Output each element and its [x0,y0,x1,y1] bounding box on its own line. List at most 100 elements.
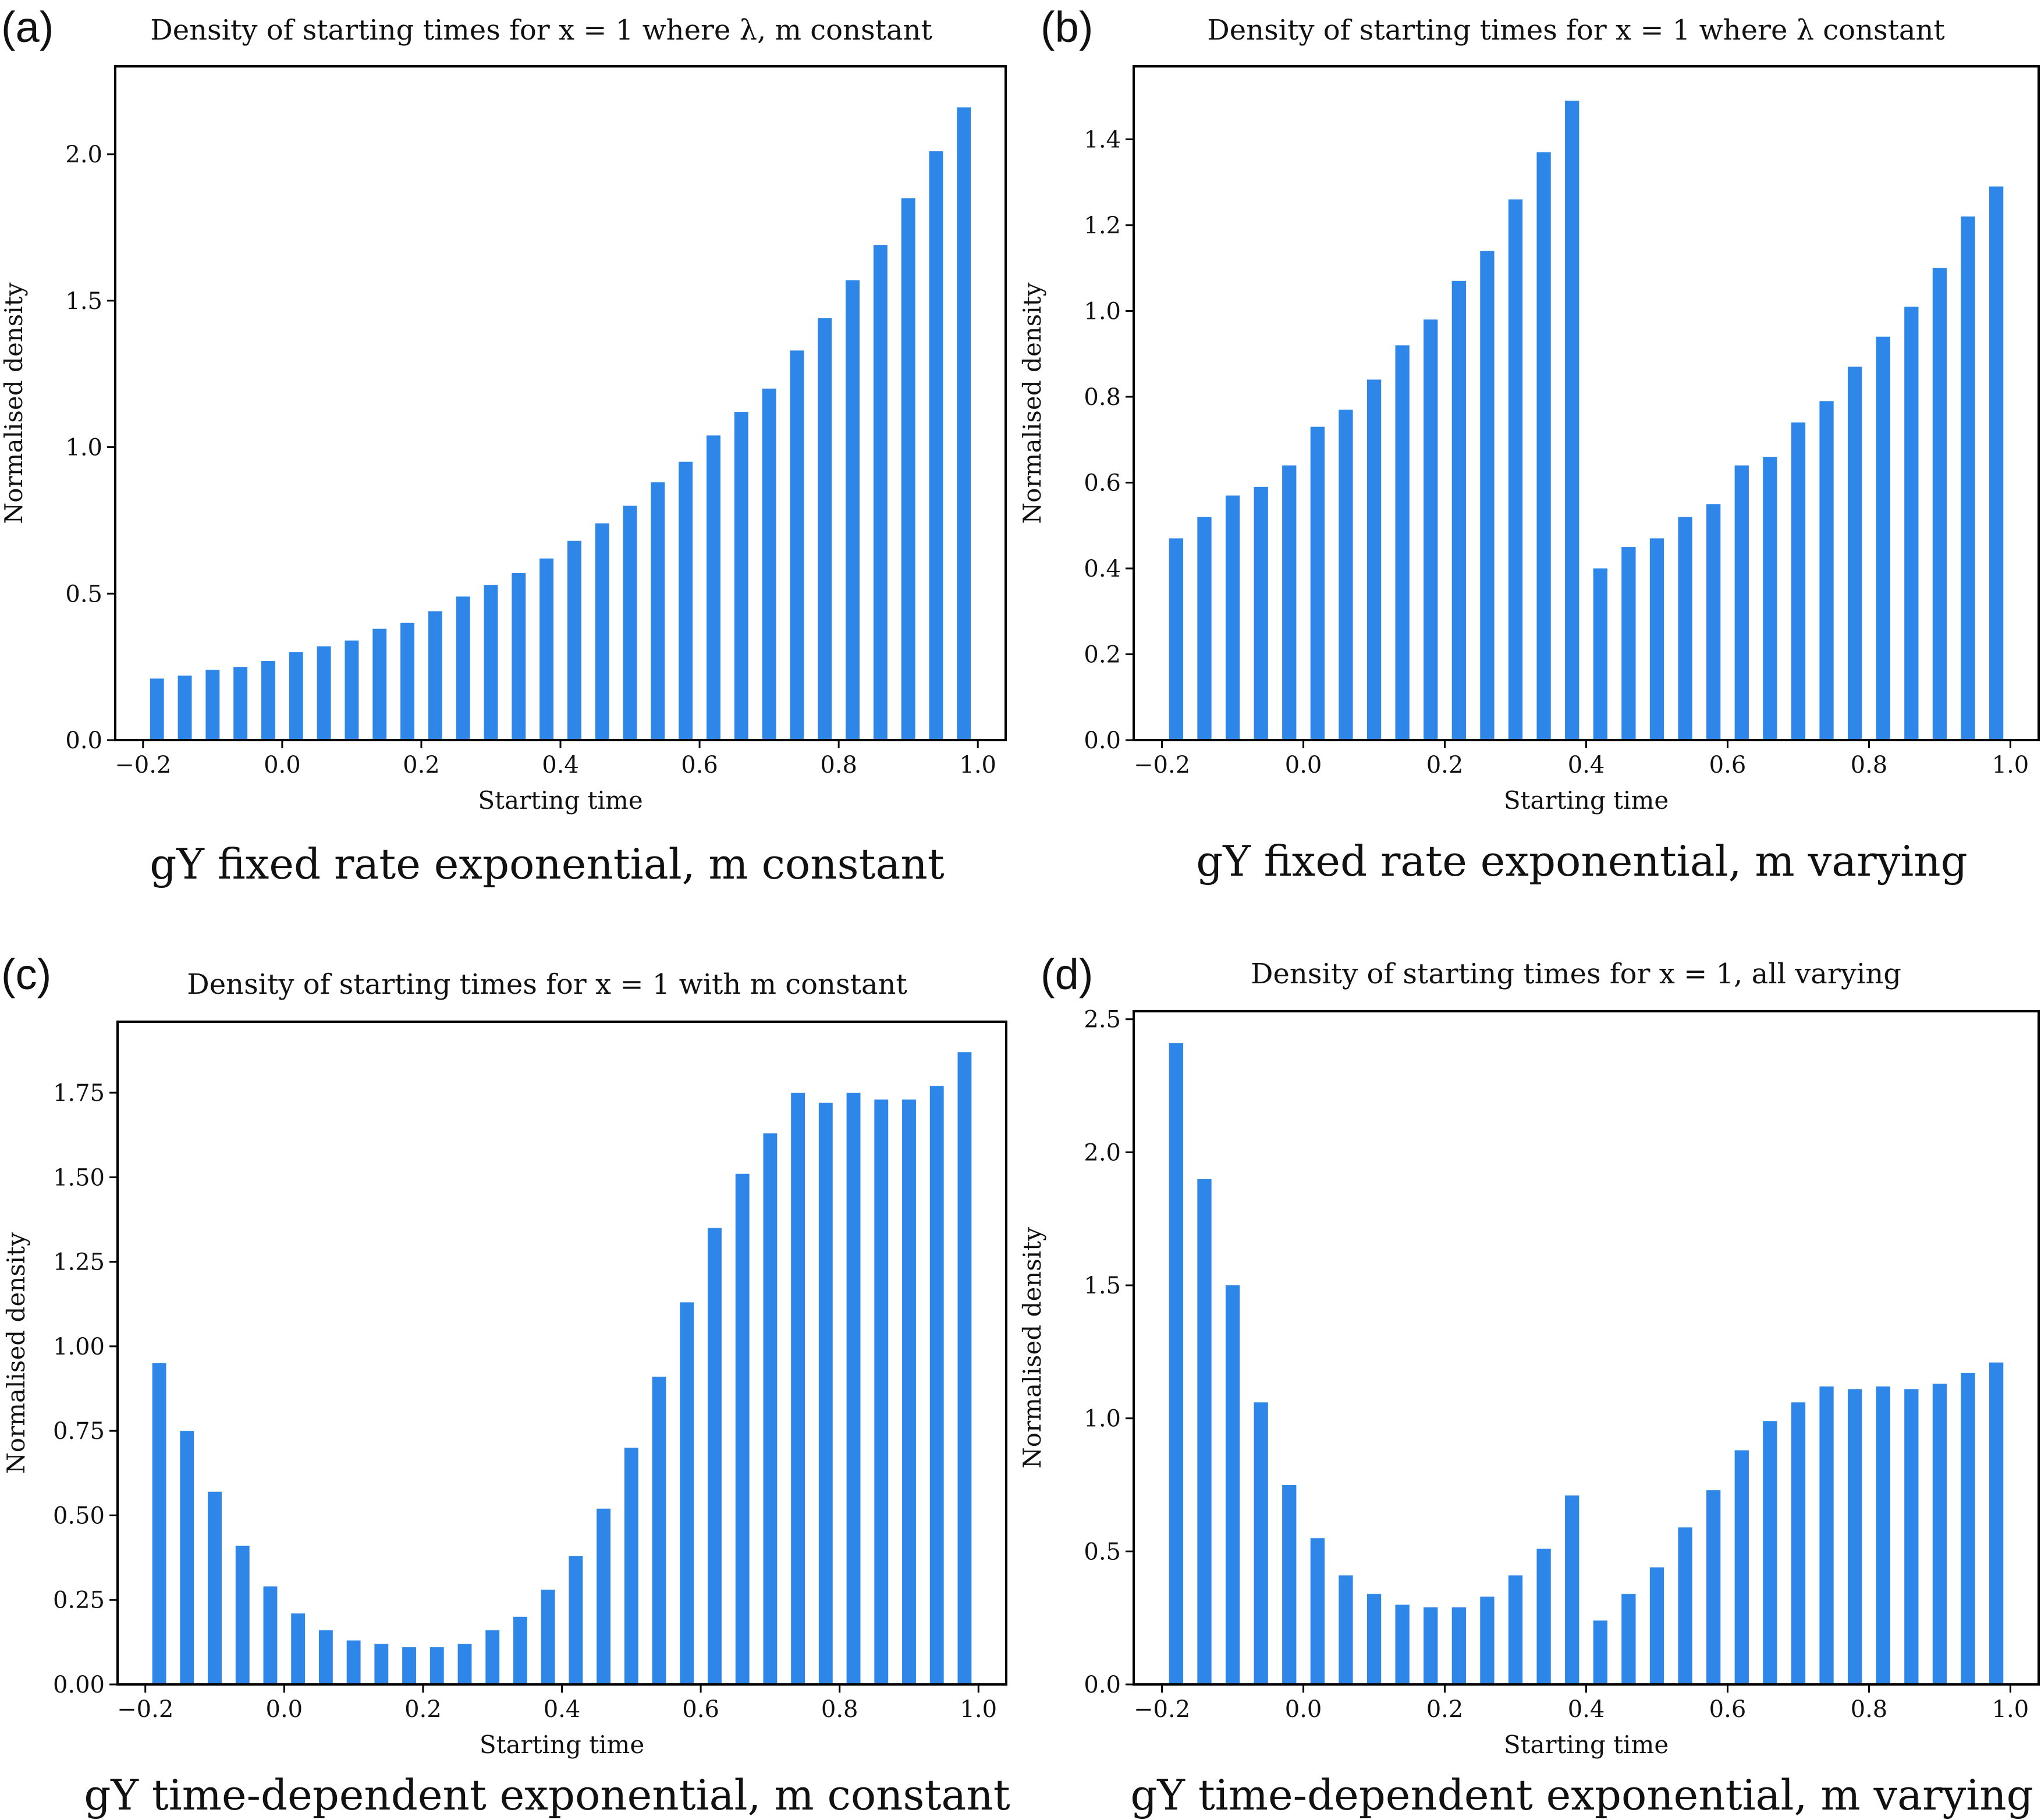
y-tick-label: 1.25 [53,1249,105,1276]
x-tick-label: −0.2 [115,752,171,779]
bar [1565,101,1579,741]
bar [1791,422,1806,740]
bar [1536,1548,1551,1684]
x-tick-label: 0.0 [266,1696,303,1723]
y-tick-label: 1.0 [65,435,102,461]
x-tick-label: 0.0 [1285,1696,1322,1723]
bar [1932,268,1947,740]
bar [680,1302,694,1684]
x-tick-label: 0.0 [1285,752,1322,779]
chart-title: Density of starting times for x = 1, all… [1251,958,1901,990]
bar [652,1377,666,1684]
bar [1508,199,1523,741]
y-tick-label: 2.0 [65,141,102,168]
y-tick-label: 0.00 [53,1672,105,1698]
bar [261,661,275,740]
bar [1339,410,1353,740]
bar [818,318,832,740]
x-tick-label: 0.2 [403,752,440,779]
bar [734,412,748,740]
bar [1678,1527,1692,1684]
plot-frame [1133,1010,2040,1686]
panel-a: (a) Density of starting times for x = 1 … [0,3,1007,888]
bar [318,1630,333,1684]
y-tick-label: 1.75 [53,1080,105,1107]
bar [345,640,359,740]
bar [707,435,720,740]
bar [790,350,804,740]
bar [1621,1594,1636,1684]
bar [569,1556,583,1684]
bar [735,1174,750,1684]
chart-title: Density of starting times for x = 1 wher… [1207,14,1944,47]
bar [1169,538,1184,740]
bar [1847,1389,1862,1684]
x-axis-label: Starting time [478,786,643,815]
panel-b: (b) Density of starting times for x = 1 … [1018,3,2040,886]
y-tick-label: 0.25 [53,1587,105,1614]
y-tick-label: 2.5 [1084,1007,1121,1033]
x-axis-label: Starting time [480,1730,644,1759]
bar [624,1448,638,1684]
y-axis-label: Normalised density [1018,1227,1046,1469]
x-axis-label: Starting time [1504,786,1669,815]
panel-label: (a) [1,3,54,51]
bar [595,523,609,740]
bar [1961,216,1975,741]
panel-caption: gY fixed rate exponential, m varying [1196,837,1968,886]
bar [400,623,414,740]
bar [597,1508,611,1684]
bar [1169,1043,1184,1684]
bar [152,1363,166,1684]
bar [233,667,248,740]
bar [372,628,387,740]
x-tick-label: 0.4 [542,752,579,779]
bar [818,1103,833,1684]
bar [1366,1594,1382,1684]
bar [1225,495,1240,740]
bar [1847,367,1862,740]
bar [430,1647,444,1684]
bar [1424,1607,1438,1684]
bar [317,646,331,740]
bar [1339,1575,1353,1684]
y-tick-label: 0.0 [1084,1672,1121,1698]
bar [763,1133,778,1684]
bar [762,388,776,740]
bar [1763,1421,1777,1684]
y-axis-label: Normalised density [0,282,28,524]
y-tick-label: 0.50 [53,1502,105,1529]
bar [1395,345,1410,740]
y-tick-label: 1.5 [1084,1272,1121,1299]
bar [1649,538,1664,740]
x-axis-label: Starting time [1504,1730,1669,1759]
bar [178,676,192,740]
bar [541,1590,555,1684]
x-tick-label: −0.2 [117,1696,173,1723]
y-tick-label: 1.0 [1084,1406,1121,1432]
panel-d: (d) Density of starting times for x = 1,… [1018,950,2040,1819]
y-tick-label: 0.5 [65,581,102,607]
bar [1989,1362,2004,1684]
bar [263,1586,278,1684]
bar [902,1099,916,1684]
bar [1565,1495,1579,1684]
bar [1254,486,1268,740]
x-tick-label: 1.0 [1992,1696,2029,1723]
bar [513,1616,527,1684]
y-tick-label: 1.0 [1084,298,1121,325]
plot-frame [1133,65,2040,741]
y-tick-label: 1.2 [1084,212,1121,239]
panel-c: (c) Density of starting times for x = 1 … [1,950,1010,1819]
bar [708,1228,722,1684]
bar [1763,457,1777,740]
y-tick-label: 0.6 [1084,470,1121,496]
panel-caption: gY time-dependent exponential, m constan… [84,1771,1010,1819]
bar [1254,1402,1268,1684]
bar [374,1644,389,1684]
x-tick-label: 0.4 [1568,752,1605,779]
bar [1791,1402,1806,1684]
bar [1508,1575,1523,1684]
bar [402,1647,416,1684]
bar [846,1093,861,1684]
